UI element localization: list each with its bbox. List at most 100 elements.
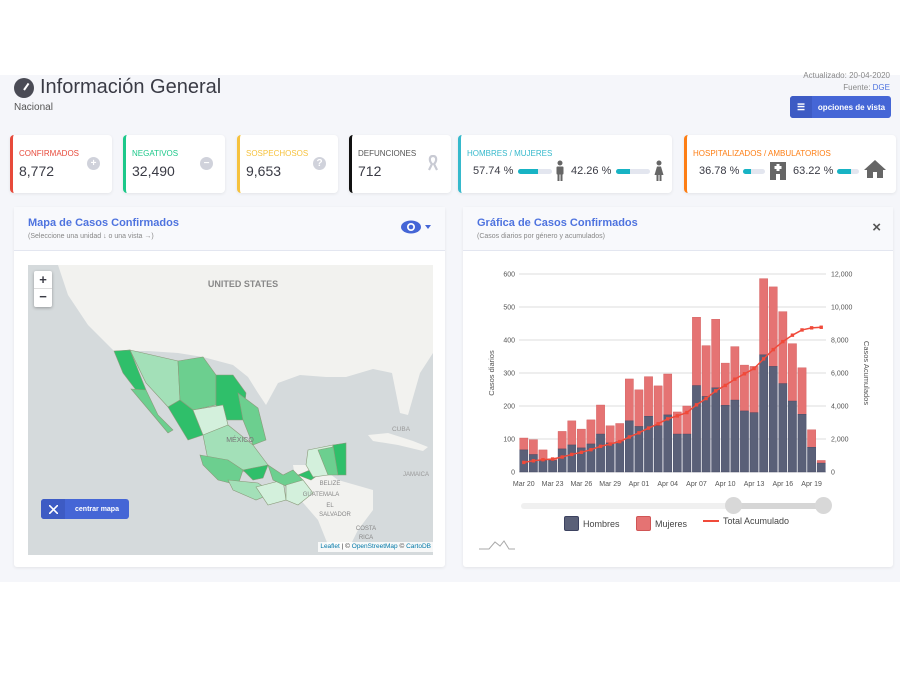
bar-hombres bbox=[682, 433, 692, 473]
range-slider-track[interactable] bbox=[521, 503, 831, 509]
bar-mujeres bbox=[788, 343, 797, 402]
women-percent: 42.26 % bbox=[571, 165, 612, 177]
point-total-acumulado bbox=[723, 383, 727, 388]
y-tick-label: 400 bbox=[503, 338, 515, 345]
page-title: Información General bbox=[14, 76, 221, 99]
bar-hombres bbox=[778, 383, 788, 473]
attribution-sep: | © bbox=[339, 543, 352, 550]
x-tick-label: Apr 16 bbox=[773, 481, 794, 488]
x-tick-label: Apr 19 bbox=[801, 481, 822, 488]
map-label-rica: RICA bbox=[359, 535, 373, 541]
bar-mujeres bbox=[692, 317, 701, 386]
card-sospechosos[interactable]: SOSPECHOSOS 9,653? bbox=[237, 135, 338, 193]
bar-hombres bbox=[730, 399, 740, 473]
hospitalized-percent: 36.78 % bbox=[699, 165, 740, 177]
card-gender[interactable]: HOMBRES / MUJERES 57.74 % 42.26 % bbox=[458, 135, 672, 193]
point-total-acumulado bbox=[675, 414, 679, 418]
zoom-in-button[interactable]: + bbox=[34, 271, 52, 289]
y-tick-label: 300 bbox=[503, 371, 515, 378]
center-map-label: centrar mapa bbox=[75, 505, 119, 513]
osm-link[interactable]: OpenStreetMap bbox=[351, 543, 398, 550]
map-label-belize: BELIZE bbox=[320, 481, 341, 487]
map-panel-subtitle: (Seleccione una unidad ↓ o una vista →) bbox=[28, 233, 154, 240]
bar-hombres bbox=[759, 354, 768, 473]
bar-mujeres bbox=[625, 378, 634, 422]
eye-icon bbox=[401, 220, 421, 234]
bar-mujeres bbox=[596, 404, 605, 435]
bar-hombres bbox=[644, 416, 653, 473]
y2-axis-label: Casos Acumulados bbox=[862, 341, 871, 405]
card-confirmados[interactable]: CONFIRMADOS 8,772 + bbox=[10, 135, 112, 193]
bar-mujeres bbox=[663, 373, 673, 416]
point-total-acumulado bbox=[781, 339, 785, 344]
view-options-button[interactable]: ☰ opciones de vista bbox=[790, 96, 891, 118]
point-total-acumulado bbox=[570, 452, 574, 457]
view-selector[interactable] bbox=[400, 219, 431, 235]
legend-label: Hombres bbox=[583, 518, 620, 529]
hospital-icon bbox=[770, 162, 786, 180]
bar-hombres bbox=[711, 387, 720, 473]
choropleth-map[interactable]: UNITED STATES MÉXICO CUBA JAMAICA BELIZE… bbox=[28, 265, 433, 555]
bar-hombres bbox=[605, 442, 615, 473]
center-map-button[interactable]: centrar mapa bbox=[41, 499, 129, 519]
y2-tick-label: 6,000 bbox=[831, 371, 849, 378]
source-link[interactable]: DGE bbox=[872, 83, 890, 92]
point-total-acumulado bbox=[819, 325, 823, 329]
bar-hombres bbox=[672, 433, 682, 473]
legend-hombres[interactable]: Hombres bbox=[564, 516, 620, 531]
bar-hombres bbox=[788, 400, 797, 473]
card-negativos[interactable]: NEGATIVOS 32,490 − bbox=[123, 135, 225, 193]
point-total-acumulado bbox=[790, 333, 795, 337]
card-label: SOSPECHOSOS bbox=[246, 149, 309, 158]
legend-total[interactable]: Total Acumulado bbox=[703, 516, 789, 526]
bar-mujeres bbox=[557, 431, 567, 450]
point-total-acumulado bbox=[646, 426, 651, 430]
point-total-acumulado bbox=[685, 410, 689, 415]
bar-mujeres bbox=[749, 366, 759, 413]
y-axis-label: Casos diarios bbox=[487, 350, 496, 396]
bar-hombres bbox=[701, 396, 711, 473]
leaflet-link[interactable]: Leaflet bbox=[320, 543, 340, 550]
bar-hombres bbox=[692, 385, 701, 473]
bar-hombres bbox=[740, 410, 749, 473]
bar-mujeres bbox=[615, 423, 625, 442]
point-total-acumulado bbox=[666, 417, 670, 421]
male-icon bbox=[556, 160, 564, 181]
range-slider-handle-right[interactable] bbox=[815, 497, 832, 514]
card-label: HOMBRES / MUJERES bbox=[467, 149, 553, 158]
map-label-cuba: CUBA bbox=[392, 426, 411, 433]
bar-hombres bbox=[797, 414, 807, 473]
zoom-control: + − bbox=[34, 271, 52, 307]
card-defunciones[interactable]: DEFUNCIONES 712 bbox=[349, 135, 451, 193]
point-total-acumulado bbox=[733, 377, 737, 381]
point-total-acumulado bbox=[771, 347, 775, 352]
point-total-acumulado bbox=[579, 450, 584, 454]
view-options-label: opciones de vista bbox=[817, 102, 886, 112]
close-button[interactable]: × bbox=[872, 219, 881, 236]
zoom-out-button[interactable]: − bbox=[39, 289, 47, 304]
map-label-us: UNITED STATES bbox=[208, 279, 278, 289]
point-total-acumulado bbox=[560, 455, 564, 459]
carto-link[interactable]: CartoDB bbox=[406, 543, 431, 550]
legend-mujeres[interactable]: Mujeres bbox=[636, 516, 687, 531]
ambulatory-percent: 63.22 % bbox=[793, 165, 834, 177]
plus-circle-icon: + bbox=[87, 157, 100, 170]
bar-mujeres bbox=[577, 428, 586, 449]
question-circle-icon: ? bbox=[313, 157, 326, 170]
page-title-text: Información General bbox=[40, 76, 222, 98]
bar-mujeres bbox=[634, 389, 644, 427]
card-label: DEFUNCIONES bbox=[358, 149, 417, 158]
bar-hombres bbox=[596, 433, 605, 473]
minus-circle-icon: − bbox=[200, 157, 213, 170]
card-hospitalization[interactable]: HOSPITALIZADOS / AMBULATORIOS 36.78 % 63… bbox=[684, 135, 896, 193]
y2-tick-label: 8,000 bbox=[831, 338, 849, 345]
range-slider-selection bbox=[733, 503, 823, 509]
y-tick-label: 100 bbox=[503, 437, 515, 444]
bar-mujeres bbox=[644, 376, 653, 417]
point-total-acumulado bbox=[809, 326, 814, 330]
card-label: HOSPITALIZADOS / AMBULATORIOS bbox=[693, 149, 831, 158]
y2-tick-label: 12,000 bbox=[831, 272, 853, 279]
range-slider-handle-left[interactable] bbox=[725, 497, 742, 514]
bar-mujeres bbox=[816, 460, 826, 464]
